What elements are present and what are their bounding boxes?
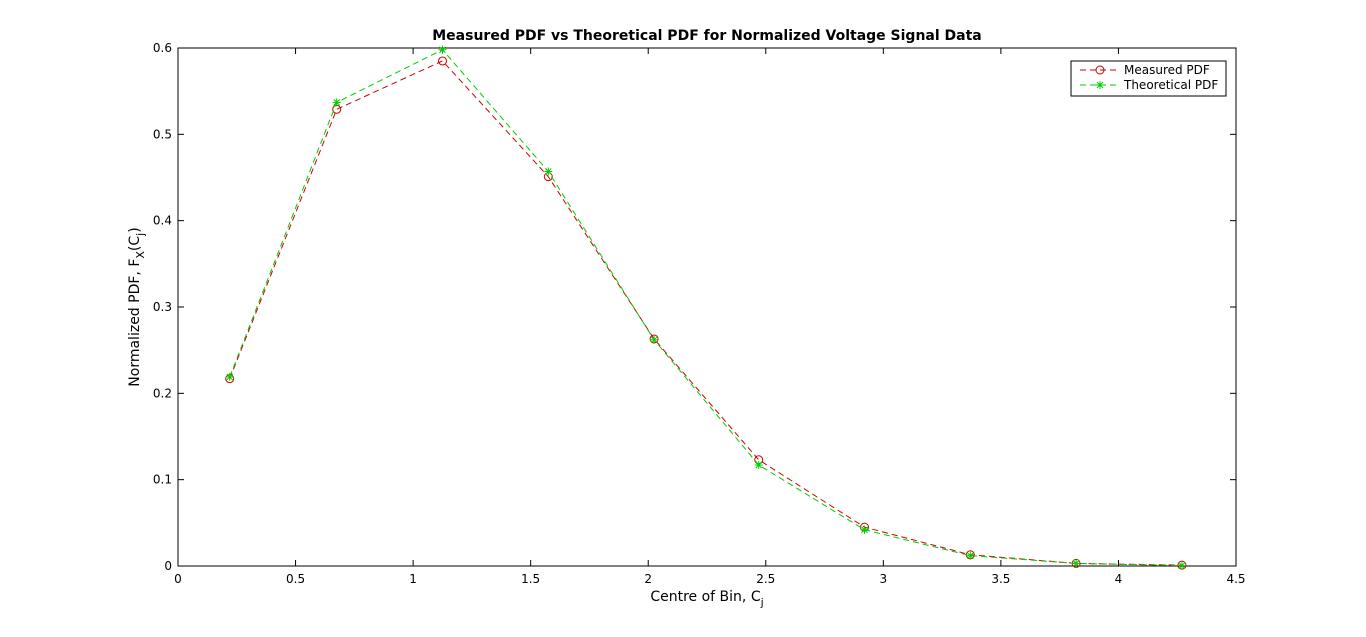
x-axis-label: Centre of Bin, Cj [650,589,763,609]
data-point [225,372,234,381]
series-layer [225,45,1187,570]
y-axis-label-end: ) [127,227,143,232]
series-1 [225,45,1186,570]
data-point [860,525,869,534]
x-tick-label: 1 [409,572,417,586]
x-tick-label: 2 [644,572,652,586]
data-point [438,56,447,66]
y-tick-label: 0.3 [153,300,172,314]
x-tick-label: 2.5 [756,572,775,586]
x-axis-label-subscript: j [760,596,764,609]
x-tick-label: 3.5 [991,572,1010,586]
legend-marker [1095,65,1105,75]
x-tick-label: 0.5 [286,572,305,586]
x-tick-label: 1.5 [521,572,540,586]
plot-area-frame [177,47,1237,567]
x-tick-label: 4 [1115,572,1123,586]
data-point [332,104,342,114]
chart-title: Measured PDF vs Theoretical PDF for Norm… [432,28,982,44]
data-point [438,45,447,54]
series-line [229,60,1182,566]
x-axis-label-main: Centre of Bin, C [650,589,760,605]
data-point [1177,561,1186,570]
x-tick-label: 3 [880,572,888,586]
data-point [966,551,975,560]
legend-marker [1096,81,1104,89]
data-point [332,98,341,107]
legend-label: Measured PDF [1124,63,1210,77]
series-line [229,49,1182,567]
series-0 [225,56,1187,570]
x-tick-label: 4.5 [1226,572,1245,586]
y-tick-label: 0.4 [153,214,172,228]
legend-item-0: Measured PDF [1080,63,1210,77]
axis-ticks: 0 0.5 1 1.5 2 2.5 3 3.5 4 4.5 0 0.1 0.2 0.3 0.4 0.5 0.6 [153,41,1246,586]
x-tick-label: 0 [174,572,182,586]
y-axis-label-mid: (C [127,236,143,251]
y-tick-label: 0 [164,559,172,573]
legend-label: Theoretical PDF [1123,78,1218,92]
data-point [754,460,763,469]
y-tick-label: 0.2 [153,386,172,400]
y-tick-label: 0.1 [153,473,172,487]
data-point [1072,559,1081,568]
data-point [650,335,659,344]
y-axis-label-subscript-x: X [134,251,147,259]
y-axis-label-subscript-j: j [134,233,147,237]
y-tick-label: 0.5 [153,127,172,141]
data-point [544,167,553,176]
y-axis-label-main: Normalized PDF, F [127,259,143,387]
legend-item-1: Theoretical PDF [1080,78,1218,92]
y-tick-label: 0.6 [153,41,172,55]
y-axis-label: Normalized PDF, FX(Cj) [127,227,147,386]
